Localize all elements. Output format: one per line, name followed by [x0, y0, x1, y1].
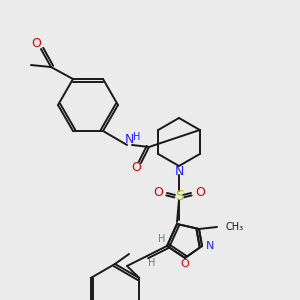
Text: S: S — [175, 189, 183, 203]
Text: N: N — [124, 134, 134, 146]
Text: O: O — [131, 161, 141, 175]
Text: N: N — [174, 166, 184, 178]
Text: O: O — [195, 187, 205, 200]
Text: O: O — [181, 259, 189, 269]
Text: H: H — [148, 258, 156, 268]
Text: CH₃: CH₃ — [225, 222, 243, 232]
Text: O: O — [153, 187, 163, 200]
Text: H: H — [133, 132, 141, 142]
Text: O: O — [31, 37, 41, 50]
Text: N: N — [206, 241, 214, 251]
Text: H: H — [158, 234, 166, 244]
